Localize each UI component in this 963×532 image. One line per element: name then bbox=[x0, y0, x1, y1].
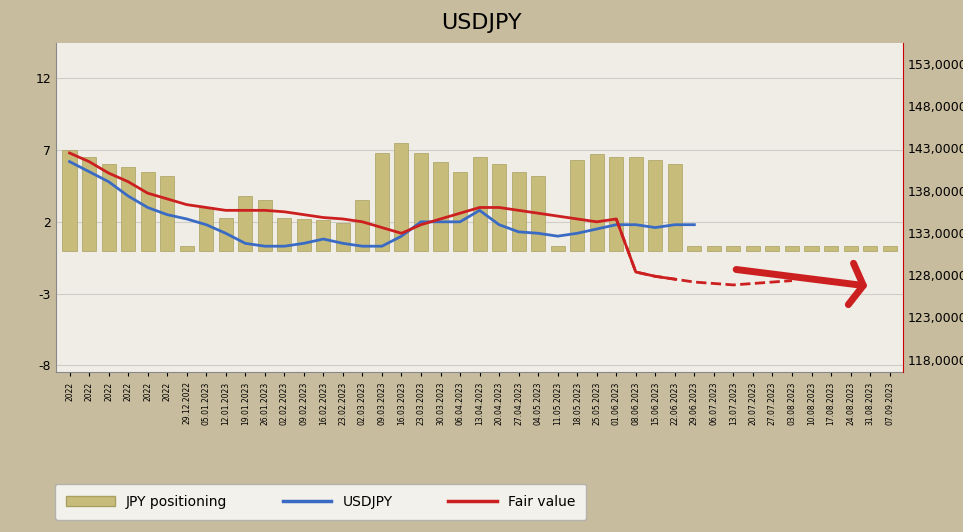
Bar bbox=[863, 246, 877, 251]
Bar bbox=[101, 164, 116, 251]
Text: USDJPY: USDJPY bbox=[441, 13, 522, 34]
Bar bbox=[766, 246, 779, 251]
Bar bbox=[160, 176, 174, 251]
Bar bbox=[824, 246, 838, 251]
Bar bbox=[804, 246, 819, 251]
Bar bbox=[414, 153, 428, 251]
Bar bbox=[63, 150, 76, 251]
Bar bbox=[199, 207, 213, 251]
Bar bbox=[648, 160, 663, 251]
Bar bbox=[492, 164, 507, 251]
Bar bbox=[570, 160, 585, 251]
Bar bbox=[844, 246, 858, 251]
Bar bbox=[277, 218, 292, 251]
Bar bbox=[316, 220, 330, 251]
Bar bbox=[355, 201, 370, 251]
Bar bbox=[707, 246, 721, 251]
Bar bbox=[511, 172, 526, 251]
Bar bbox=[433, 162, 448, 251]
Bar bbox=[532, 176, 545, 251]
Bar bbox=[395, 143, 408, 251]
Bar bbox=[629, 157, 643, 251]
Bar bbox=[453, 172, 467, 251]
Bar bbox=[610, 157, 623, 251]
Bar bbox=[667, 164, 682, 251]
Legend: JPY positioning, USDJPY, Fair value: JPY positioning, USDJPY, Fair value bbox=[55, 484, 586, 520]
Bar bbox=[297, 219, 311, 251]
Bar bbox=[121, 168, 135, 251]
Bar bbox=[219, 218, 233, 251]
Bar bbox=[688, 246, 701, 251]
Bar bbox=[473, 157, 486, 251]
Bar bbox=[180, 246, 194, 251]
Bar bbox=[589, 154, 604, 251]
Bar bbox=[238, 196, 252, 251]
Bar bbox=[82, 157, 96, 251]
Bar bbox=[141, 172, 155, 251]
Bar bbox=[726, 246, 741, 251]
Bar bbox=[258, 201, 272, 251]
Bar bbox=[785, 246, 799, 251]
Bar bbox=[336, 223, 350, 251]
Bar bbox=[375, 153, 389, 251]
Bar bbox=[551, 246, 564, 251]
Bar bbox=[883, 246, 897, 251]
Bar bbox=[746, 246, 760, 251]
